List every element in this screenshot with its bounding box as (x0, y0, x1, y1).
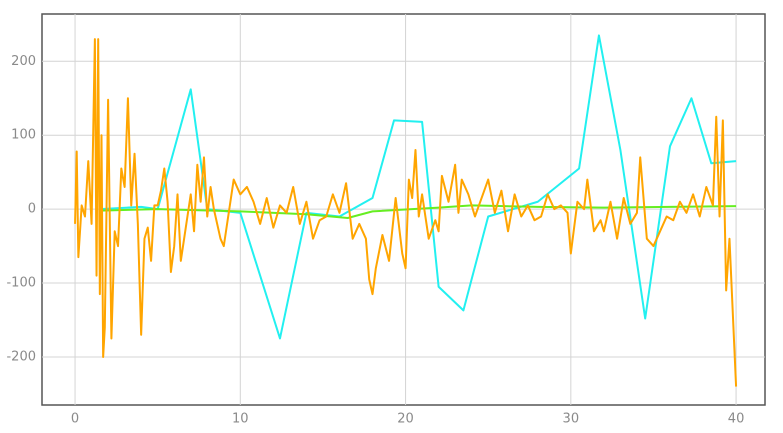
y-tick-label: -100 (6, 276, 36, 291)
y-tick-label: -200 (6, 349, 36, 364)
y-tick-label: 0 (28, 202, 36, 217)
y-tick-label: 100 (11, 128, 36, 143)
series-line (74, 38, 738, 387)
series-line (99, 204, 737, 219)
x-tick-label: 30 (563, 412, 580, 427)
x-tick-label: 20 (397, 412, 414, 427)
x-tick-label: 10 (232, 412, 249, 427)
series-line (99, 34, 737, 340)
x-tick-label: 0 (71, 412, 79, 427)
y-tick-label: 200 (11, 54, 36, 69)
x-tick-label: 40 (728, 412, 745, 427)
